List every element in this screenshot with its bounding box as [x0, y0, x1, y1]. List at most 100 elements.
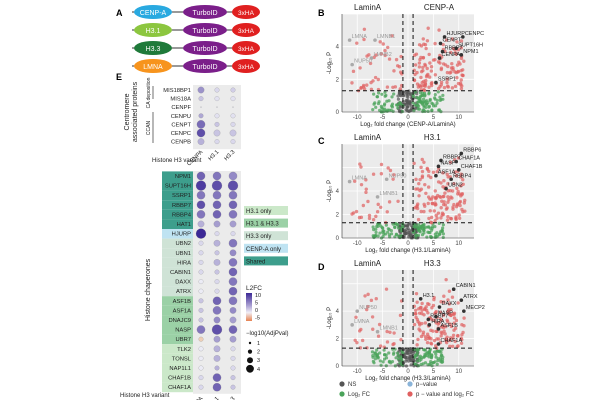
dotplot-bottom-gene: RBBP4	[172, 212, 192, 218]
volcano-point-sig	[361, 203, 366, 208]
volcano-point-sig	[459, 172, 463, 176]
volcano-point-fc	[435, 362, 439, 366]
volcano-point-fc	[441, 235, 445, 240]
volcano-point-fc	[373, 351, 377, 355]
volcano-gene-label: CHAF1B	[461, 164, 483, 170]
volcano-point-sig	[459, 336, 463, 341]
volcano-point-sig	[360, 338, 365, 343]
volcano-point-sig	[441, 202, 446, 207]
volcano-point-sig	[421, 330, 426, 334]
volcano-gene-label: MECP2	[466, 305, 485, 311]
dotplot-dot	[228, 277, 238, 286]
volcano-point-sig	[361, 83, 366, 88]
volcano-gene-point	[436, 327, 441, 331]
volcano-point-fc	[427, 230, 431, 235]
dotplot-top-gene: MIS18BP1	[163, 88, 191, 94]
volcano-point-fc	[419, 100, 424, 104]
volcano-point-sig	[448, 160, 453, 165]
volcano-point-sig	[415, 300, 419, 304]
dotplot-top-gene: CENPF	[171, 105, 191, 111]
volcano-point-sig	[439, 206, 443, 210]
dotplot-dot	[228, 200, 238, 209]
volcano-point-fc	[441, 232, 445, 236]
volcano-point-sig	[459, 78, 463, 82]
size-legend-label: 2	[257, 350, 260, 356]
dotplot-dot	[214, 279, 220, 285]
dotplot-dot	[230, 384, 236, 390]
volcano-point-fc	[437, 232, 442, 237]
volcano-point-sig	[448, 71, 452, 75]
dotplot-dot	[229, 220, 237, 228]
volcano-point-fc	[373, 101, 377, 105]
volcano-point-sig	[445, 218, 450, 222]
volcano-point-sig	[458, 200, 462, 205]
construct-ha-label: 3xHA	[238, 10, 255, 17]
volcano-gene-label: RBBP7	[443, 154, 461, 160]
volcano-point-fc	[413, 223, 417, 227]
volcano-point-fc	[424, 99, 429, 103]
dotplot-top-column: H3.1	[208, 149, 221, 162]
volcano-point-sig	[427, 75, 432, 79]
dotplot-dot	[227, 180, 239, 191]
dotplot-bottom-gene: ASF1B	[173, 299, 191, 305]
volcano-point-fc	[380, 106, 384, 110]
l2fc-legend-title: L2FC	[246, 285, 262, 292]
volcano-point-sig	[426, 336, 431, 341]
volcano-gene-point	[444, 186, 448, 191]
volcano-point-fc	[370, 350, 375, 354]
volcano-point-sig	[447, 198, 451, 202]
volcano-point-fc	[379, 224, 383, 228]
dotplot-gene-category-band	[162, 277, 193, 287]
volcano-gene-point	[426, 317, 431, 322]
volcano-right-label: H3.3	[424, 259, 441, 268]
volcano-point-fc	[371, 108, 375, 112]
volcano-point-sig	[462, 201, 467, 205]
dotplot-dot	[214, 96, 220, 101]
volcano-gene-label: ATRX	[463, 294, 478, 300]
volcano-point-sig	[398, 87, 403, 91]
dotplot-dot	[230, 346, 236, 352]
volcano-point-fc	[433, 235, 437, 239]
volcano-gene-point	[436, 342, 441, 346]
volcano-point-ns	[406, 101, 411, 105]
volcano-point-sig	[385, 85, 390, 89]
volcano-x-tick: 5	[432, 115, 436, 121]
volcano-point-fc	[376, 355, 380, 359]
volcano-point-fc	[376, 91, 381, 95]
volcano-point-fc	[396, 353, 401, 358]
volcano-y-tick: 2	[336, 213, 340, 219]
volcano-point-sig	[461, 330, 465, 335]
dotplot-dot	[196, 128, 206, 138]
volcano-point-sig	[458, 203, 462, 208]
construct-turboid-0	[183, 5, 227, 19]
legend-label-3: p − value and log₂ FC	[416, 392, 475, 398]
volcano-point-sig	[424, 46, 428, 51]
dotplot-dot	[214, 269, 220, 275]
dotplot-top-gene: CENPU	[171, 114, 191, 120]
panel-letter-c: C	[318, 136, 325, 146]
construct-ha-0	[232, 5, 260, 19]
volcano-point-sig	[448, 338, 452, 343]
dotplot-dot	[198, 346, 204, 352]
volcano-point-fc	[400, 109, 405, 114]
construct-bait-0	[134, 5, 172, 19]
dotplot-dot	[198, 288, 204, 294]
volcano-gene-label: RBBP7	[445, 46, 463, 52]
dotplot-bottom-gene: HAT1	[177, 222, 191, 228]
volcano-point-sig	[444, 277, 448, 282]
volcano-point-fc	[417, 104, 421, 108]
volcano-point-sig	[359, 86, 363, 90]
volcano-point-sig	[455, 40, 459, 44]
volcano-point-ns	[405, 105, 410, 109]
volcano-point-sig	[438, 194, 442, 199]
volcano-point-sig	[414, 291, 419, 296]
volcano-point-fc	[386, 108, 390, 112]
volcano-point-sig	[433, 219, 437, 223]
dotplot-bottom-gene: ATRX	[176, 289, 191, 295]
legend-label-1: p−value	[416, 382, 438, 388]
volcano-point-sig	[377, 322, 382, 327]
volcano-point-sig	[441, 185, 445, 189]
volcano-point-sig	[434, 213, 438, 218]
volcano-gene-point	[456, 168, 461, 172]
volcano-gene-label: RBBP6	[463, 147, 481, 153]
